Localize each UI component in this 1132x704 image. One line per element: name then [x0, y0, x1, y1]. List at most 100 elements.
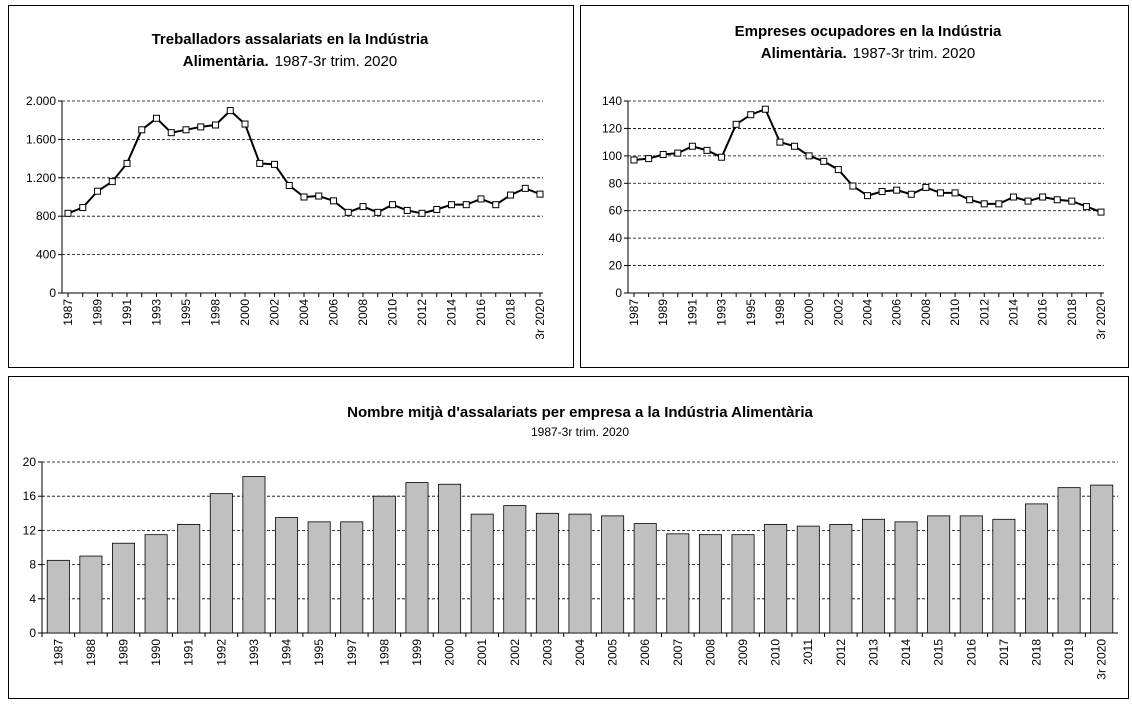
- bar: [242, 476, 266, 634]
- chart-title: Empreses ocupadores en la Indústria: [735, 23, 1002, 40]
- marker: [300, 193, 308, 201]
- marker: [374, 208, 382, 216]
- marker: [167, 129, 175, 137]
- y-tick-label: 4: [29, 592, 36, 606]
- panel: [8, 5, 574, 368]
- chart-subtitle: 1987-3r trim. 2020: [853, 45, 976, 62]
- x-tick-label: 2006: [638, 639, 652, 666]
- bar: [535, 512, 559, 634]
- marker: [674, 149, 682, 157]
- marker: [1009, 193, 1017, 201]
- marker: [507, 191, 514, 199]
- marker: [521, 184, 529, 192]
- x-tick-label: 1998: [209, 299, 223, 326]
- panel: [8, 376, 1129, 699]
- x-tick-label: 2004: [573, 639, 587, 666]
- x-tick-label: 2016: [474, 299, 488, 326]
- bar: [372, 495, 396, 634]
- marker: [849, 182, 857, 190]
- marker: [241, 120, 249, 128]
- marker: [108, 178, 116, 186]
- bar: [796, 525, 820, 634]
- bar: [112, 542, 136, 634]
- bar: [698, 534, 722, 634]
- marker: [212, 121, 219, 129]
- x-tick-label: 3r 2020: [1095, 639, 1109, 680]
- bar: [666, 533, 690, 634]
- x-tick-label: 2019: [1062, 639, 1076, 666]
- marker: [94, 187, 101, 195]
- bar: [340, 521, 364, 634]
- x-tick-label: 2002: [508, 639, 522, 666]
- x-tick-label: 1991: [182, 639, 196, 666]
- x-tick-label: 2004: [297, 299, 311, 326]
- marker: [936, 189, 944, 197]
- bar: [1024, 503, 1048, 634]
- bar: [992, 518, 1016, 634]
- bar: [405, 482, 429, 634]
- x-tick-label: 1991: [120, 299, 134, 326]
- bar: [1090, 484, 1114, 634]
- bar: [470, 513, 494, 634]
- y-tick-label: 80: [609, 176, 623, 190]
- x-tick-label: 2004: [861, 299, 875, 326]
- x-tick-label: 2012: [415, 299, 429, 326]
- x-tick-label: 2018: [504, 299, 518, 326]
- y-tick-label: 16: [23, 489, 37, 503]
- chart-subtitle: 1987-3r trim. 2020: [531, 425, 629, 439]
- bar: [633, 523, 657, 634]
- x-tick-label: 2015: [932, 639, 946, 666]
- marker: [477, 195, 485, 203]
- x-tick-label: 2002: [831, 299, 845, 326]
- x-tick-label: 1998: [377, 639, 391, 666]
- marker: [226, 107, 234, 115]
- x-tick-label: 2003: [540, 639, 554, 666]
- marker: [805, 152, 813, 160]
- y-tick-label: 1.200: [26, 171, 56, 185]
- marker: [878, 188, 886, 196]
- x-tick-label: 1994: [280, 639, 294, 666]
- marker: [1053, 196, 1061, 204]
- marker: [256, 159, 264, 167]
- y-tick-label: 100: [602, 149, 622, 163]
- x-tick-label: 1988: [84, 639, 98, 666]
- y-tick-label: 140: [602, 94, 622, 108]
- bar: [861, 518, 885, 634]
- y-tick-label: 20: [23, 455, 37, 469]
- chart-title: Alimentària.: [183, 53, 269, 70]
- bar: [829, 524, 853, 634]
- x-tick-label: 1990: [149, 639, 163, 666]
- marker: [820, 157, 828, 165]
- bar: [568, 513, 592, 634]
- marker: [688, 142, 696, 150]
- marker: [285, 181, 293, 189]
- marker: [433, 205, 441, 213]
- marker: [462, 201, 470, 209]
- x-tick-label: 1987: [627, 299, 641, 326]
- x-tick-label: 1987: [61, 299, 75, 326]
- y-tick-label: 400: [36, 248, 56, 262]
- x-tick-label: 1993: [247, 639, 261, 666]
- marker: [1024, 197, 1032, 205]
- x-tick-label: 2009: [736, 639, 750, 666]
- x-tick-label: 2006: [327, 299, 341, 326]
- marker: [834, 166, 842, 174]
- x-tick-label: 1993: [715, 299, 729, 326]
- y-tick-label: 0: [49, 286, 56, 300]
- bar: [46, 559, 70, 634]
- marker: [418, 209, 426, 217]
- marker: [922, 183, 930, 191]
- bar: [601, 515, 625, 634]
- marker: [893, 186, 901, 194]
- marker: [761, 105, 769, 113]
- marker: [492, 201, 500, 209]
- bar: [307, 521, 331, 634]
- marker: [344, 208, 352, 216]
- marker: [659, 150, 667, 158]
- bar: [79, 555, 103, 634]
- marker: [359, 203, 367, 211]
- x-tick-label: 2008: [919, 299, 933, 326]
- marker: [389, 201, 396, 209]
- y-tick-label: 800: [36, 209, 56, 223]
